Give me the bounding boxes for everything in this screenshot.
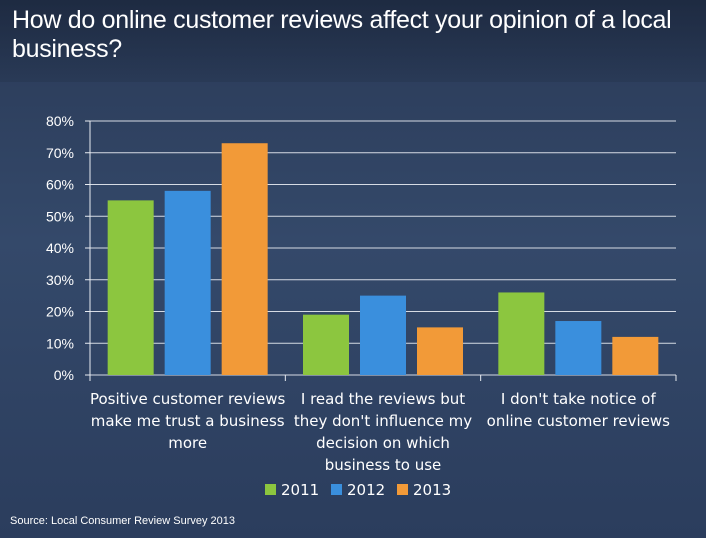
y-tick-label: 10% <box>46 335 74 351</box>
y-tick-label: 60% <box>46 177 74 193</box>
legend-label: 2013 <box>413 481 451 499</box>
legend-swatch-2013 <box>397 484 408 495</box>
bar-2011-0 <box>107 200 154 375</box>
legend-swatch-2012 <box>331 484 342 495</box>
bar-2012-0 <box>164 190 211 375</box>
title-band <box>0 0 706 82</box>
chart-title: How do online customer reviews affect yo… <box>12 6 672 63</box>
bar-2012-2 <box>555 321 602 375</box>
bar-2013-0 <box>221 143 268 375</box>
x-category-label: I don't take notice of online customer re… <box>487 390 671 430</box>
bar-2011-2 <box>498 292 545 375</box>
bar-2011-1 <box>303 314 349 375</box>
legend-label: 2012 <box>347 481 385 499</box>
x-category-label: I read the reviews but they don't influen… <box>294 390 472 474</box>
y-tick-label: 40% <box>46 240 74 256</box>
legend-swatch-2011 <box>265 484 276 495</box>
y-tick-label: 70% <box>46 145 74 161</box>
bar-2012-1 <box>360 295 406 375</box>
bar-2013-1 <box>417 327 463 375</box>
bar-2013-2 <box>612 336 659 375</box>
y-tick-label: 20% <box>46 304 74 320</box>
x-category-label: Positive customer reviews make me trust a… <box>90 390 286 452</box>
source-note: Source: Local Consumer Review Survey 201… <box>10 515 236 527</box>
y-tick-label: 0% <box>54 367 74 383</box>
legend-label: 2011 <box>281 481 319 499</box>
y-tick-label: 80% <box>46 113 74 129</box>
y-tick-label: 50% <box>46 208 74 224</box>
y-tick-label: 30% <box>46 272 74 288</box>
